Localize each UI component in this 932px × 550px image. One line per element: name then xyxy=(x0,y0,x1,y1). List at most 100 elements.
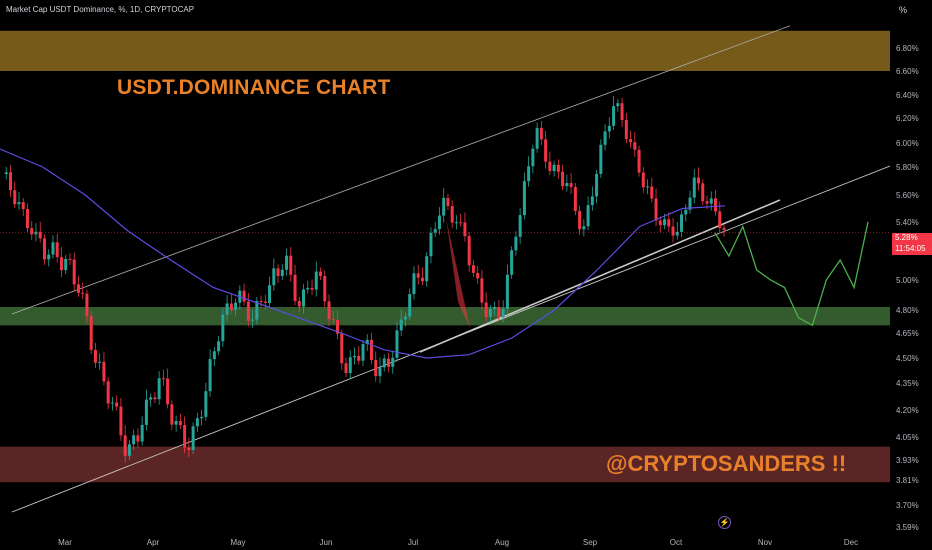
candle-body xyxy=(446,197,450,206)
candle-body xyxy=(161,378,165,380)
candle-body xyxy=(497,307,501,318)
candle-body xyxy=(331,319,335,321)
candle-body xyxy=(323,276,327,302)
price-tick-label: 4.35% xyxy=(896,379,919,388)
candle-body xyxy=(229,303,233,310)
price-tick-label: 4.65% xyxy=(896,329,919,338)
candle-body xyxy=(467,236,471,266)
candle-body xyxy=(225,303,229,315)
candle-body xyxy=(374,359,378,377)
price-tick-label: 6.00% xyxy=(896,139,919,148)
candle-body xyxy=(590,196,594,206)
candle-body xyxy=(484,302,488,318)
candle-body xyxy=(463,222,467,237)
candle-body xyxy=(280,269,284,276)
candle-body xyxy=(297,300,301,307)
candle-body xyxy=(85,293,89,317)
time-tick-label: Aug xyxy=(495,538,509,547)
lightning-icon[interactable]: ⚡ xyxy=(718,516,731,529)
symbol-label: Market Cap USDT Dominance, %, 1D, CRYPTO… xyxy=(6,5,195,14)
time-tick-label: Nov xyxy=(758,538,772,547)
candle-body xyxy=(47,254,51,260)
candle-body xyxy=(310,287,314,290)
demand-zone xyxy=(0,446,890,483)
candle-body xyxy=(399,319,403,331)
price-tick-label: 3.93% xyxy=(896,456,919,465)
candle-body xyxy=(646,186,650,188)
price-tick-label: 6.40% xyxy=(896,91,919,100)
candle-body xyxy=(569,183,573,187)
candle-body xyxy=(314,271,318,290)
price-tick-label: 3.70% xyxy=(896,501,919,510)
price-tick-label: 6.60% xyxy=(896,67,919,76)
candle-body xyxy=(395,330,399,358)
candle-body xyxy=(76,284,80,293)
candle-body xyxy=(688,197,692,210)
price-tick-label: 4.20% xyxy=(896,406,919,415)
candle-body xyxy=(191,426,195,451)
candle-body xyxy=(93,349,97,363)
projection-path xyxy=(714,221,869,327)
price-axis-bg xyxy=(890,0,932,550)
percent-scale-button[interactable]: % xyxy=(898,5,907,15)
candle-body xyxy=(25,209,29,229)
candle-body xyxy=(718,211,722,228)
candle-body xyxy=(81,292,85,294)
candle-body xyxy=(697,177,701,184)
candle-body xyxy=(140,424,144,442)
candle-body xyxy=(353,355,357,358)
candle-body xyxy=(556,164,560,172)
candle-body xyxy=(454,222,458,224)
time-tick-label: Dec xyxy=(844,538,858,547)
candle-body xyxy=(599,144,603,174)
support-trendline xyxy=(419,199,781,353)
candle-body xyxy=(548,161,552,172)
candle-body xyxy=(531,148,535,167)
candle-body xyxy=(378,367,382,377)
candle-body xyxy=(8,172,12,191)
candle-body xyxy=(234,302,238,310)
candle-body xyxy=(289,255,293,275)
time-tick-label: Apr xyxy=(147,538,160,547)
candle-body xyxy=(650,186,654,199)
price-tick-label: 5.40% xyxy=(896,218,919,227)
candle-body xyxy=(217,341,221,352)
candle-body xyxy=(705,201,709,204)
candle-body xyxy=(68,258,72,260)
supply-zone xyxy=(0,30,890,71)
candle-body xyxy=(544,139,548,162)
candle-body xyxy=(412,273,416,295)
candle-body xyxy=(200,416,204,419)
candle-body xyxy=(212,351,216,360)
price-tick-label: 5.00% xyxy=(896,276,919,285)
candle-body xyxy=(420,277,424,282)
candle-body xyxy=(115,402,119,407)
candle-body xyxy=(319,271,323,277)
candle-body xyxy=(72,259,76,285)
time-tick-label: Oct xyxy=(670,538,683,547)
candle-body xyxy=(42,238,46,260)
candle-body xyxy=(174,421,178,425)
candle-body xyxy=(488,308,492,318)
candle-body xyxy=(106,381,110,404)
moving-average-line xyxy=(0,148,726,359)
candle-body xyxy=(476,272,480,279)
candle-body xyxy=(535,127,539,149)
candle-body xyxy=(582,226,586,230)
candle-body xyxy=(183,425,187,448)
candle-body xyxy=(433,229,437,233)
candle-body xyxy=(403,316,407,320)
candle-body xyxy=(30,228,34,235)
candle-body xyxy=(692,177,696,198)
candle-body xyxy=(612,106,616,126)
candle-body xyxy=(480,278,484,303)
candle-body xyxy=(136,435,140,442)
candle-body xyxy=(38,231,42,239)
candle-body xyxy=(675,231,679,236)
price-tick-label: 5.80% xyxy=(896,163,919,172)
candle-body xyxy=(166,378,170,405)
candle-body xyxy=(302,289,306,307)
candle-body xyxy=(34,231,38,235)
candle-body xyxy=(527,166,531,182)
